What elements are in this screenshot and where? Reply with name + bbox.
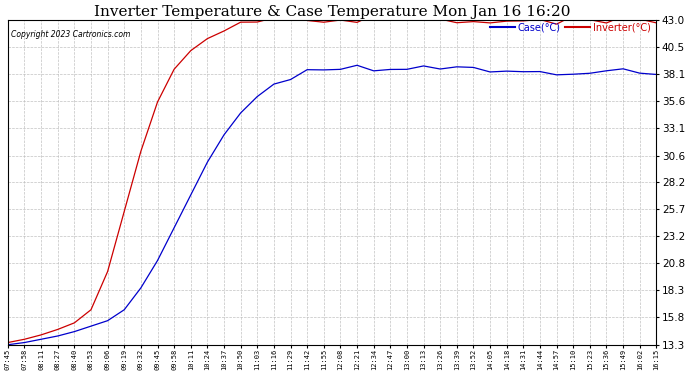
Legend: Case(°C), Inverter(°C): Case(°C), Inverter(°C) (489, 22, 651, 34)
Text: Copyright 2023 Cartronics.com: Copyright 2023 Cartronics.com (11, 30, 130, 39)
Title: Inverter Temperature & Case Temperature Mon Jan 16 16:20: Inverter Temperature & Case Temperature … (94, 5, 571, 19)
